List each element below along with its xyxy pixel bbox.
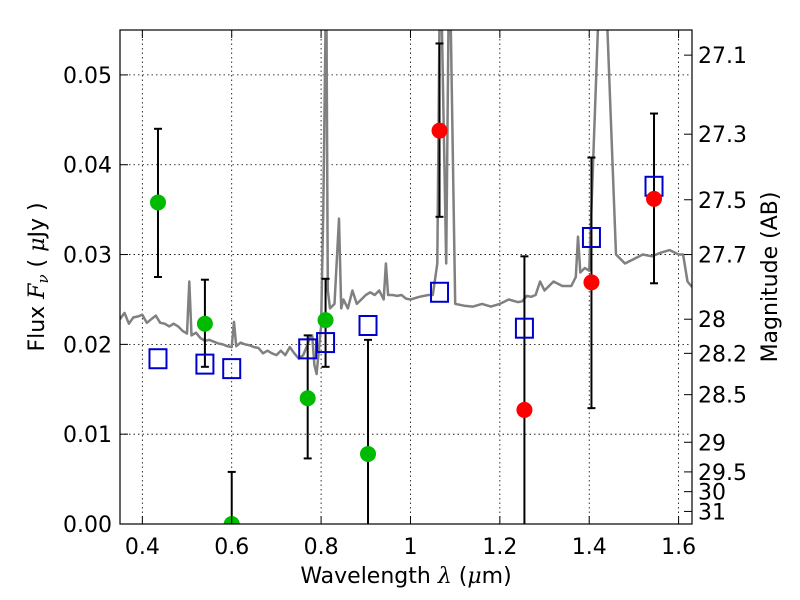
model-photometry-square (514, 317, 534, 339)
y2-tick-label: 29 (698, 431, 726, 456)
x-tick-label: 1.4 (572, 535, 607, 560)
model-photometry-square (430, 281, 450, 303)
y-tick-label: 0.02 (63, 333, 112, 358)
observed-flux-point (149, 194, 166, 211)
observed-flux-point (516, 401, 533, 418)
y-tick-label: 0.05 (63, 64, 112, 89)
y2-tick-label: 27.7 (698, 244, 747, 269)
y2-tick-label: 30 (698, 481, 726, 506)
plot-frame (119, 29, 693, 525)
observed-points (149, 122, 663, 524)
model-photometry-square (195, 353, 215, 375)
x-tick-label: 0.6 (214, 535, 249, 560)
plot-area (120, 30, 692, 524)
observed-flux-point (317, 312, 334, 329)
y-tick-label: 0.01 (63, 423, 112, 448)
y2-tick-label: 28 (698, 308, 726, 333)
y2-tick-label: 28.2 (698, 342, 747, 367)
model-photometry-square (148, 348, 168, 370)
observed-flux-point (196, 315, 213, 332)
x-tick-label: 0.4 (125, 535, 160, 560)
y-tick-label: 0.04 (63, 154, 112, 179)
grid-lines (120, 30, 692, 525)
y2-tick-label: 31 (698, 500, 726, 525)
y-tick-label: 0.03 (63, 244, 112, 269)
model-photometry-square (316, 332, 336, 354)
y2-axis-title: Magnitude (AB) (758, 192, 783, 363)
y2-tick-label: 27.5 (698, 189, 747, 214)
observed-flux-point (431, 122, 448, 139)
axis-ticks (120, 30, 692, 525)
model-spectrum-line (120, 30, 692, 376)
observed-flux-point (360, 445, 377, 462)
observed-flux-point (583, 274, 600, 291)
model-photometry-square (222, 358, 242, 380)
model-photometry-square (358, 315, 378, 337)
x-tick-label: 1.2 (482, 535, 517, 560)
x-axis-title: Wavelength λ (μm) (300, 564, 511, 589)
y2-tick-label: 27.1 (698, 44, 747, 69)
model-photometry-square (581, 226, 601, 248)
y2-tick-label: 28.5 (698, 384, 747, 409)
x-tick-label: 1 (403, 535, 417, 560)
observed-flux-point (646, 190, 663, 207)
observed-flux-point (299, 390, 316, 407)
x-tick-label: 1.6 (661, 535, 696, 560)
y2-tick-label: 27.3 (698, 123, 747, 148)
y-tick-label: 0.00 (63, 513, 112, 538)
y-axis-title: Flux Fν ( μJy ) (25, 202, 52, 351)
y2-tick-label: 29.5 (698, 461, 747, 486)
x-tick-label: 0.8 (304, 535, 339, 560)
